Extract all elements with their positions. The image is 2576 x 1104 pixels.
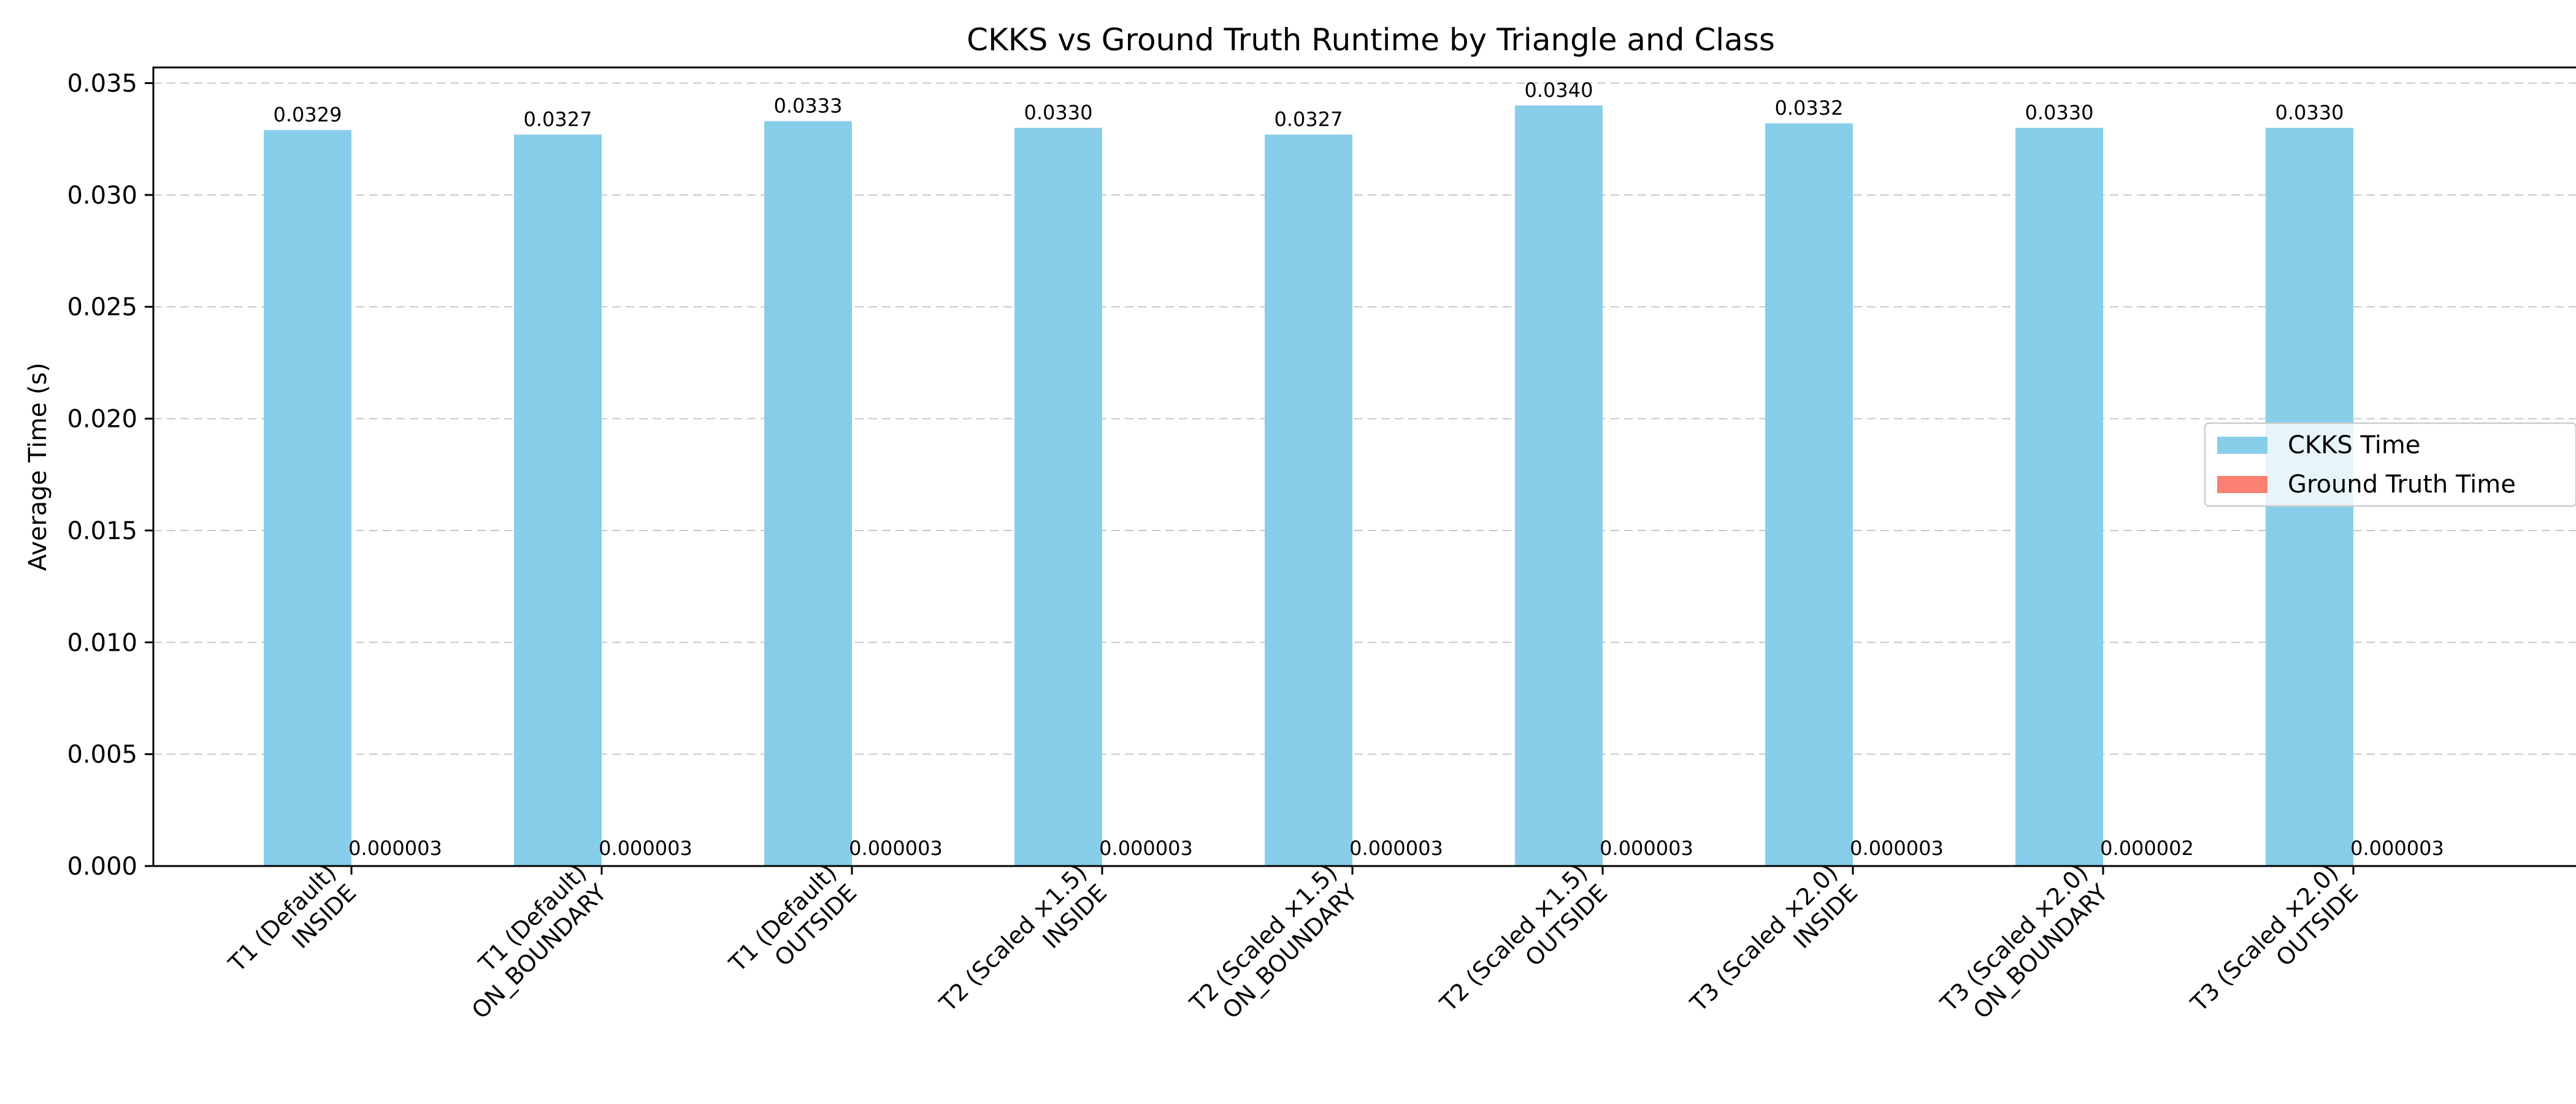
data-label-ground-truth-time: 0.000002 — [2100, 837, 2194, 860]
data-label-ckks-time: 0.0333 — [774, 94, 843, 118]
bar-ckks-time — [1014, 128, 1102, 866]
x-tick-label: T1 (Default)OUTSIDE — [724, 859, 862, 978]
bar-ckks-time — [264, 130, 351, 866]
y-tick-label: 0.015 — [67, 517, 137, 545]
x-axis: T1 (Default)INSIDE T1 (Default)ON_BOUNDAR… — [223, 859, 2364, 1024]
y-tick-label: 0.005 — [67, 741, 137, 769]
data-label-ground-truth-time: 0.000003 — [1850, 837, 1944, 860]
data-label-ground-truth-time: 0.000003 — [1600, 837, 1693, 860]
bar-ckks-time — [764, 121, 852, 866]
x-tick-label: T1 (Default)ON_BOUNDARY — [467, 859, 612, 1024]
bar-ckks-time — [1765, 123, 1853, 866]
x-tick-label: T1 (Default)INSIDE — [223, 859, 362, 978]
data-label-ground-truth-time: 0.000003 — [2350, 837, 2444, 860]
data-label-ckks-time: 0.0330 — [1024, 101, 1093, 124]
y-tick-label: 0.000 — [67, 853, 137, 881]
legend-swatch — [2217, 476, 2267, 493]
x-tick-label: T3 (Scaled ×2.0)OUTSIDE — [2185, 859, 2363, 1018]
bar-ckks-time — [514, 134, 602, 867]
y-tick-label: 0.010 — [67, 629, 137, 657]
legend-frame — [2204, 422, 2576, 507]
data-label-ckks-time: 0.0330 — [2025, 101, 2094, 124]
x-tick-label: T3 (Scaled ×2.0)ON_BOUNDARY — [1935, 859, 2114, 1024]
legend-label: Ground Truth Time — [2288, 470, 2516, 499]
plot-frame — [152, 66, 2576, 867]
data-label-ground-truth-time: 0.000003 — [1099, 837, 1193, 860]
legend-label: CKKS Time — [2288, 431, 2420, 459]
y-axis-label: Average Time (s) — [24, 362, 52, 571]
data-label-ground-truth-time: 0.000003 — [1349, 837, 1443, 860]
y-tick-label: 0.025 — [67, 293, 137, 321]
x-tick-label: T2 (Scaled ×1.5)INSIDE — [934, 859, 1112, 1018]
legend-swatch — [2217, 437, 2267, 454]
data-label-ground-truth-time: 0.000003 — [599, 837, 692, 860]
x-tick-label: T2 (Scaled ×1.5)OUTSIDE — [1435, 859, 1612, 1018]
bar-ckks-time — [2015, 128, 2103, 866]
data-label-ckks-time: 0.0329 — [274, 103, 342, 126]
x-tick-label: T3 (Scaled ×2.0)INSIDE — [1685, 859, 1863, 1018]
data-label-ckks-time: 0.0327 — [1275, 107, 1343, 131]
y-tick-label: 0.020 — [67, 405, 137, 434]
data-label-ground-truth-time: 0.000003 — [849, 837, 943, 860]
data-label-ckks-time: 0.0327 — [524, 107, 592, 131]
y-tick-label: 0.035 — [67, 70, 137, 98]
bar-ckks-time — [1515, 105, 1603, 866]
bars — [264, 105, 2441, 867]
chart-title: CKKS vs Ground Truth Runtime by Triangle… — [967, 22, 1775, 58]
data-label-ground-truth-time: 0.000003 — [348, 837, 442, 860]
bar-ckks-time — [1265, 134, 1352, 867]
legend: CKKS Time Ground Truth Time — [2204, 422, 2576, 507]
data-labels: 0.0329 0.000003 0.0327 0.000003 0.0333 0.0000… — [274, 79, 2444, 860]
data-label-ckks-time: 0.0330 — [2275, 101, 2344, 124]
data-label-ckks-time: 0.0340 — [1525, 79, 1593, 102]
y-tick-label: 0.030 — [67, 182, 137, 210]
data-label-ckks-time: 0.0332 — [1775, 96, 1844, 120]
y-axis: 0.000 0.005 0.010 0.015 0.020 0.025 0.030 0.035 — [67, 70, 153, 881]
x-tick-label: T2 (Scaled ×1.5)ON_BOUNDARY — [1184, 859, 1363, 1024]
